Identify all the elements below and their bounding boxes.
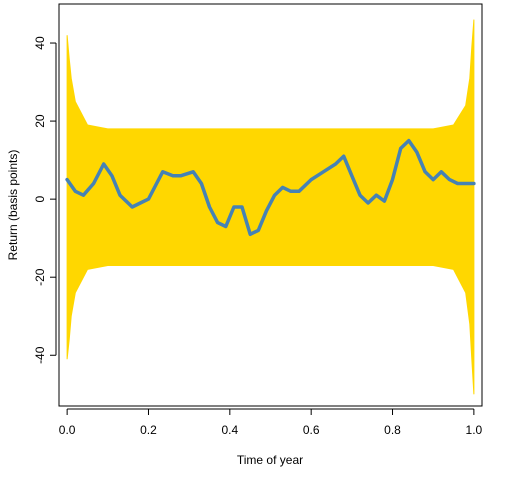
x-tick-label: 0.4 (221, 423, 238, 437)
y-tick-label: -40 (33, 346, 47, 364)
y-tick-label: 40 (33, 36, 47, 50)
x-tick-label: 0.8 (384, 423, 401, 437)
x-axis-label: Time of year (237, 453, 303, 467)
x-tick-label: 0.0 (59, 423, 76, 437)
band-area (66, 19, 475, 395)
y-tick-label: 20 (33, 114, 47, 128)
x-tick-label: 0.6 (303, 423, 320, 437)
series-line-0 (65, 138, 476, 237)
x-tick-label: 0.2 (140, 423, 157, 437)
y-tick-label: -20 (33, 268, 47, 286)
simulated-paths-band (66, 19, 475, 395)
series-layer (65, 138, 476, 237)
y-tick-label: 0 (33, 195, 47, 202)
plot-box (58, 3, 483, 407)
y-axis: -40 -20 0 20 40 (33, 36, 57, 364)
x-axis: 0.0 0.2 0.4 0.6 0.8 1.0 (59, 408, 483, 437)
x-tick-label: 1.0 (466, 423, 483, 437)
y-axis-label: Return (basis points) (6, 150, 20, 261)
